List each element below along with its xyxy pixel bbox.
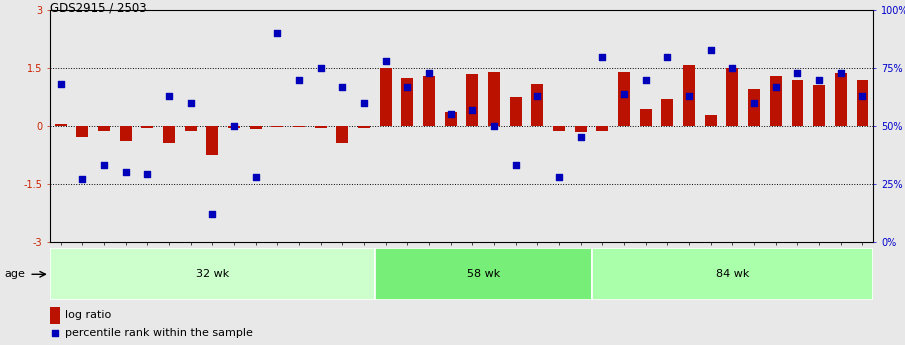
Text: 84 wk: 84 wk <box>716 269 749 279</box>
Bar <box>76 126 89 137</box>
Point <box>97 162 111 168</box>
Text: 32 wk: 32 wk <box>195 269 229 279</box>
Point <box>530 93 545 99</box>
Point <box>465 107 480 112</box>
Point <box>443 112 458 117</box>
Text: GDS2915 / 2503: GDS2915 / 2503 <box>50 2 147 15</box>
Bar <box>466 74 479 126</box>
Bar <box>272 126 283 127</box>
Point <box>574 135 588 140</box>
Point <box>400 84 414 89</box>
Point <box>500 244 514 249</box>
Bar <box>444 112 457 126</box>
Bar <box>337 126 348 143</box>
Bar <box>98 126 110 130</box>
Point <box>834 70 848 76</box>
Point <box>487 123 501 129</box>
Point <box>140 172 155 177</box>
Point <box>595 54 610 59</box>
Point <box>291 77 306 82</box>
Bar <box>662 99 673 126</box>
Bar <box>553 126 565 130</box>
Bar <box>814 86 825 126</box>
Bar <box>402 78 414 126</box>
Point <box>703 47 718 52</box>
Bar <box>293 126 305 127</box>
Point <box>422 70 436 76</box>
Bar <box>575 126 586 132</box>
Point <box>75 176 90 182</box>
Bar <box>683 65 695 126</box>
Bar <box>618 72 630 126</box>
Bar <box>119 126 131 140</box>
Bar <box>54 124 67 126</box>
Bar <box>727 68 738 126</box>
Bar <box>856 80 869 126</box>
Point <box>313 66 328 71</box>
Bar <box>423 76 435 126</box>
Point <box>790 70 805 76</box>
Bar <box>488 72 500 126</box>
Bar <box>380 68 392 126</box>
Point <box>509 162 523 168</box>
Bar <box>228 126 240 128</box>
Point <box>227 123 242 129</box>
Point <box>747 100 761 106</box>
Bar <box>748 89 760 126</box>
Bar <box>358 126 370 128</box>
Point <box>617 91 632 96</box>
Point <box>552 174 567 179</box>
Bar <box>592 248 873 300</box>
Bar <box>792 80 804 126</box>
Text: 58 wk: 58 wk <box>467 269 500 279</box>
Point <box>335 84 349 89</box>
Bar <box>770 76 782 126</box>
Bar <box>375 248 592 300</box>
Point <box>681 93 696 99</box>
Point <box>357 100 371 106</box>
Bar <box>206 126 218 155</box>
Point <box>184 100 198 106</box>
Point <box>53 81 68 87</box>
Bar <box>531 83 543 126</box>
Bar <box>50 248 375 300</box>
Bar <box>250 126 262 129</box>
Point <box>378 58 393 64</box>
Bar <box>705 115 717 126</box>
Point <box>725 66 739 71</box>
Bar <box>141 126 153 128</box>
Point <box>855 93 870 99</box>
Bar <box>185 126 196 130</box>
Bar <box>510 97 521 126</box>
Text: percentile rank within the sample: percentile rank within the sample <box>64 328 252 338</box>
Bar <box>163 126 175 143</box>
Text: age: age <box>5 269 25 279</box>
Point <box>119 169 133 175</box>
Bar <box>834 73 847 126</box>
Bar <box>50 307 60 324</box>
Text: log ratio: log ratio <box>64 310 110 320</box>
Point <box>660 54 674 59</box>
Point <box>270 31 284 36</box>
Point <box>639 77 653 82</box>
Bar <box>315 126 327 128</box>
Point <box>248 174 262 179</box>
Point <box>768 84 783 89</box>
Bar <box>596 126 608 130</box>
Bar <box>640 109 652 126</box>
Point <box>812 77 826 82</box>
Point <box>162 93 176 99</box>
Point <box>205 211 220 217</box>
